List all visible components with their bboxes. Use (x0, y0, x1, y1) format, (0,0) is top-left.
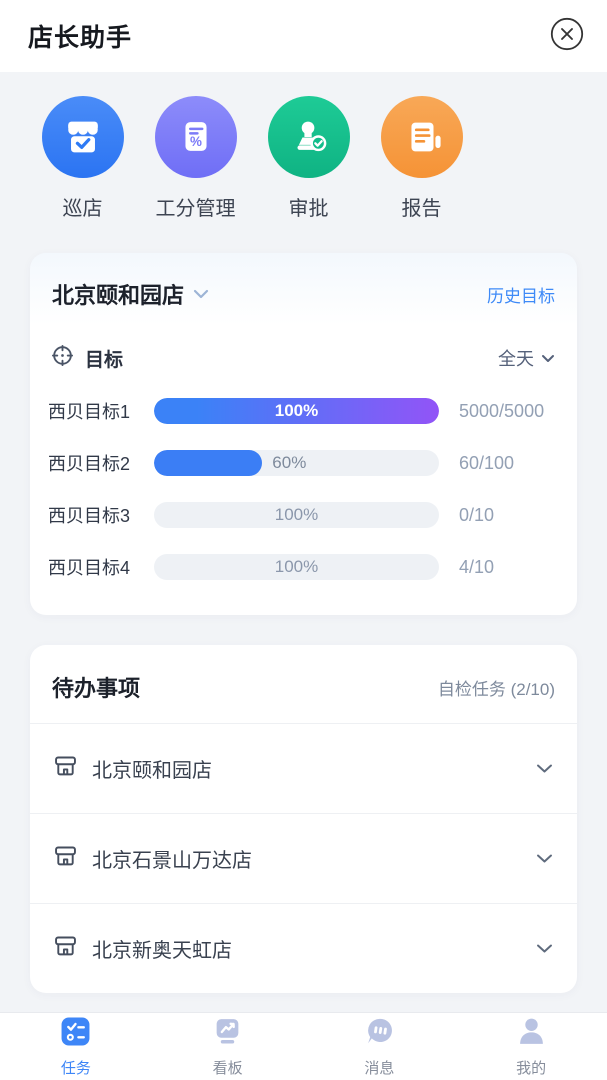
todo-store-row-shijingshan[interactable]: 北京石景山万达店 (30, 814, 577, 903)
todo-title: 待办事项 (52, 676, 141, 701)
quick-action-label: 巡店 (62, 198, 103, 220)
goal-label: 西贝目标1 (48, 402, 131, 422)
close-icon (550, 17, 584, 56)
bottom-tab-bar: 任务 看板 消息 (0, 1012, 607, 1080)
store-row-name: 北京新奥天虹店 (92, 940, 232, 962)
period-filter-value: 全天 (498, 349, 534, 369)
goal-value: 5000/5000 (459, 400, 545, 421)
svg-text:%: % (190, 134, 202, 149)
quick-action-label: 审批 (288, 198, 329, 220)
goal-row: 西贝目标1 100% 5000/5000 (48, 385, 561, 437)
divider (30, 903, 577, 904)
quick-actions: 巡店 % 工分管理 (0, 72, 607, 221)
quick-action-report[interactable]: 报告 (365, 96, 478, 221)
chevron-down-icon (541, 354, 555, 363)
work-points-icon: % (154, 96, 237, 178)
chevron-down-icon (193, 289, 209, 299)
divider (30, 723, 577, 724)
tab-tasks[interactable]: 任务 (0, 1013, 152, 1080)
history-goals-link[interactable]: 历史目标 (487, 286, 555, 306)
quick-action-label: 报告 (401, 198, 442, 220)
tab-profile[interactable]: 我的 (455, 1013, 607, 1080)
goal-card: 北京颐和园店 历史目标 目标 全天 (30, 253, 577, 615)
goal-label: 西贝目标2 (48, 454, 131, 474)
chevron-down-icon (536, 853, 553, 864)
goal-row: 西贝目标2 60% 60/100 (48, 437, 561, 489)
tasks-icon (60, 1016, 91, 1052)
tab-label: 消息 (364, 1059, 395, 1077)
goal-percent: 60% (272, 453, 307, 472)
goal-progress-fill (154, 450, 263, 476)
main-content: 巡店 % 工分管理 (0, 72, 607, 1012)
store-patrol-icon (41, 96, 124, 178)
store-row-name: 北京石景山万达店 (92, 850, 252, 872)
goal-progress-bar: 100% (154, 554, 439, 580)
goal-progress-fill (154, 398, 439, 424)
goal-label: 西贝目标3 (48, 506, 131, 526)
goal-value: 4/10 (459, 556, 495, 577)
approval-stamp-icon (267, 96, 350, 178)
quick-action-work-points[interactable]: % 工分管理 (139, 96, 252, 221)
goal-value: 60/100 (459, 452, 515, 473)
store-name: 北京颐和园店 (52, 283, 185, 308)
quick-action-approval[interactable]: 审批 (252, 96, 365, 221)
chevron-down-icon (536, 763, 553, 774)
tab-label: 我的 (516, 1059, 547, 1077)
goal-progress-bar: 100% (154, 502, 439, 528)
store-selector[interactable]: 北京颐和园店 (52, 278, 209, 310)
goal-section-title: 目标 (85, 349, 124, 371)
tab-label: 任务 (60, 1059, 91, 1077)
todo-store-row-xinaotianhong[interactable]: 北京新奥天虹店 (30, 904, 577, 993)
person-icon (516, 1016, 547, 1052)
goal-percent: 100% (274, 505, 319, 524)
goal-row: 西贝目标3 100% 0/10 (48, 489, 561, 541)
storefront-icon (52, 933, 79, 965)
chevron-down-icon (536, 943, 553, 954)
goal-section-header: 目标 全天 (30, 329, 577, 379)
tab-messages[interactable]: 消息 (304, 1013, 456, 1080)
quick-action-label: 工分管理 (155, 198, 236, 220)
storefront-icon (52, 753, 79, 785)
close-button[interactable] (549, 17, 585, 56)
message-icon (364, 1016, 395, 1052)
goal-progress-bar: 100% (154, 398, 439, 424)
todo-card: 待办事项 自检任务 (2/10) 北京颐和园店 (30, 645, 577, 993)
todo-card-header: 待办事项 自检任务 (2/10) (30, 645, 577, 723)
tab-label: 看板 (212, 1059, 243, 1077)
target-icon (50, 343, 75, 373)
quick-action-store-patrol[interactable]: 巡店 (26, 96, 139, 221)
todo-store-row-yiheyuan[interactable]: 北京颐和园店 (30, 724, 577, 813)
self-check-task-badge: 自检任务 (2/10) (437, 679, 555, 699)
goal-card-header: 北京颐和园店 历史目标 (30, 253, 577, 329)
dashboard-icon (212, 1016, 243, 1052)
goal-percent: 100% (274, 557, 319, 576)
goal-percent: 100% (274, 401, 319, 420)
app-header: 店长助手 (0, 0, 607, 72)
goal-progress-bar: 60% (154, 450, 439, 476)
divider (30, 813, 577, 814)
report-icon (380, 96, 463, 178)
goal-value: 0/10 (459, 504, 495, 525)
page-title: 店长助手 (28, 24, 133, 52)
goal-label: 西贝目标4 (48, 558, 131, 578)
goal-row: 西贝目标4 100% 4/10 (48, 541, 561, 593)
period-filter[interactable]: 全天 (498, 345, 555, 371)
goal-list: 西贝目标1 100% 5000/5000 西贝目标2 60% 60/100 西贝… (30, 379, 577, 615)
tab-dashboard[interactable]: 看板 (152, 1013, 304, 1080)
storefront-icon (52, 843, 79, 875)
store-row-name: 北京颐和园店 (92, 760, 212, 782)
